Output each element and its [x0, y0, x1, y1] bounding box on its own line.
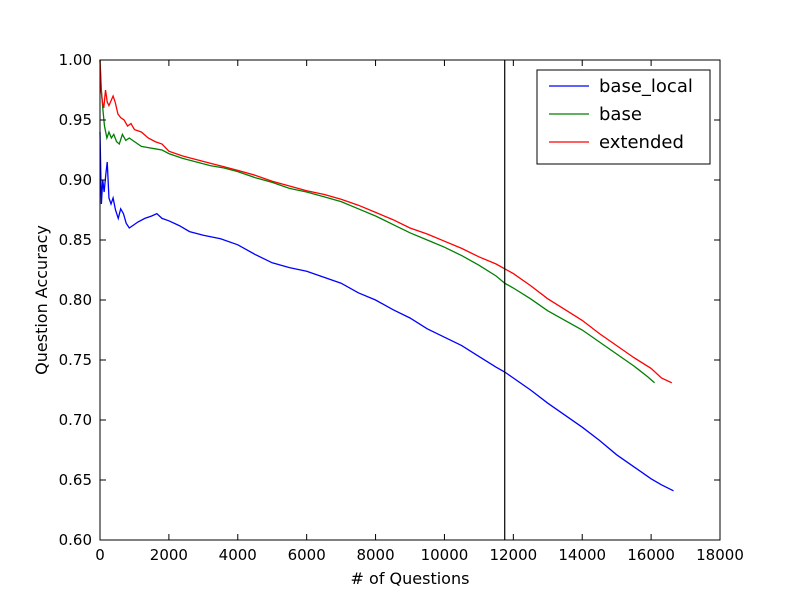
y-tick-label: 1.00	[59, 51, 92, 69]
y-axis: 0.60 0.65 0.70 0.75 0.80 0.85 0.90 0.95 1.00	[59, 51, 720, 549]
x-tick-label: 4000	[219, 546, 257, 564]
y-tick-label: 0.90	[59, 171, 92, 189]
x-axis: 0 2000 4000 6000 8000 10000 12000 14000 16000 180…	[95, 60, 744, 564]
x-tick-label: 2000	[150, 546, 188, 564]
series-line-extended	[99, 59, 673, 384]
y-tick-label: 0.75	[59, 351, 92, 369]
series-line-base-local	[99, 131, 674, 492]
plot-frame	[99, 59, 721, 541]
y-tick-label: 0.70	[59, 411, 92, 429]
x-tick-label: 0	[95, 546, 105, 564]
x-axis-title: # of Questions	[351, 569, 470, 588]
x-tick-label: 10000	[421, 546, 469, 564]
x-tick-label: 6000	[288, 546, 326, 564]
x-tick-label: 14000	[558, 546, 606, 564]
y-tick-label: 0.65	[59, 471, 92, 489]
series-line-base	[99, 59, 655, 384]
y-tick-label: 0.60	[59, 531, 92, 549]
x-tick-label: 8000	[356, 546, 394, 564]
y-tick-label: 0.95	[59, 111, 92, 129]
legend-label: base_local	[599, 76, 693, 97]
legend-label: base	[599, 104, 642, 125]
plot-area	[99, 59, 674, 540]
x-tick-label: 18000	[696, 546, 744, 564]
x-tick-label: 12000	[489, 546, 537, 564]
y-tick-label: 0.80	[59, 291, 92, 309]
y-axis-title: Question Accuracy	[32, 225, 51, 375]
x-tick-label: 16000	[627, 546, 675, 564]
y-tick-label: 0.85	[59, 231, 92, 249]
legend-label: extended	[599, 132, 684, 153]
